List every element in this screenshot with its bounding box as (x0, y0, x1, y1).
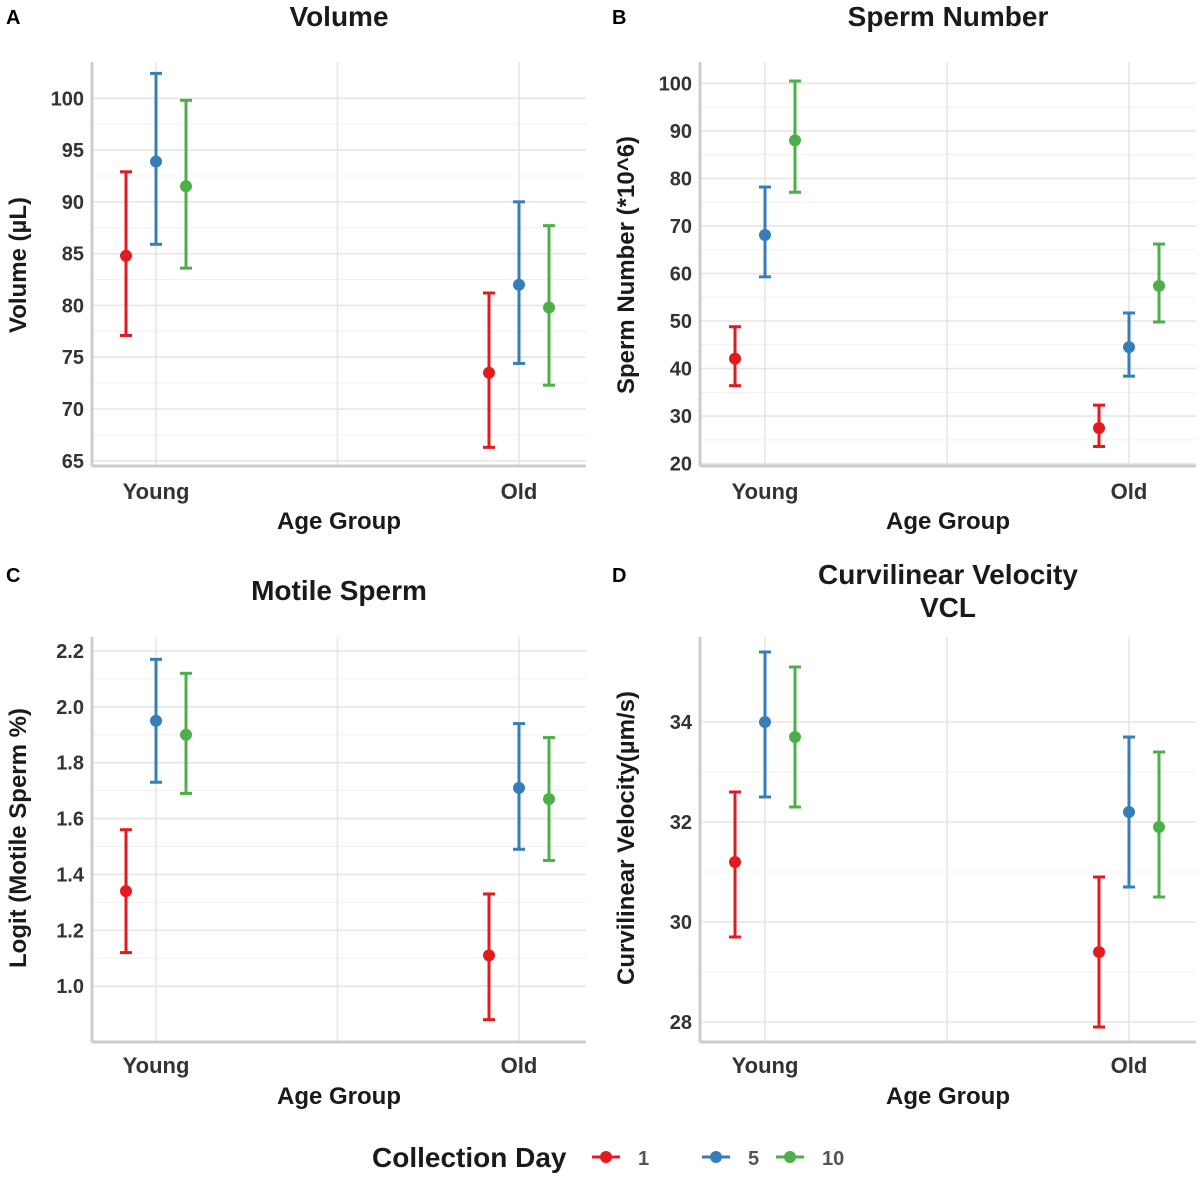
point-series-5-young (150, 155, 162, 168)
point-series-10-young (180, 728, 192, 741)
x-tick-label: Old (1111, 479, 1148, 504)
y-tick-label: 75 (62, 347, 84, 369)
point-series-10-old (543, 793, 555, 805)
y-axis-title: Volume (µL) (5, 197, 32, 333)
y-tick-label: 95 (62, 140, 84, 162)
point-series-10-old (1153, 821, 1165, 833)
point-series-1-old (1093, 421, 1105, 434)
legend-title: Collection Day (372, 1142, 567, 1173)
x-tick-label: Old (1111, 1053, 1148, 1078)
legend-label: 10 (822, 1148, 844, 1170)
plot-title: Curvilinear Velocity VCL (818, 559, 1078, 623)
legend-key-point (710, 1151, 722, 1163)
x-tick-label: Young (732, 1053, 799, 1078)
y-axis-title: Curvilinear Velocity(µm/s) (613, 691, 640, 985)
y-tick-label: 1.2 (56, 920, 84, 942)
point-series-10-young (180, 180, 192, 193)
y-tick-label: 28 (670, 1012, 692, 1034)
legend-key-point (600, 1151, 612, 1163)
plot-title: Sperm Number (848, 1, 1049, 32)
plot-title: Motile Sperm (251, 575, 427, 606)
plot-title: Volume (289, 1, 388, 32)
y-tick-label: 50 (670, 311, 692, 333)
y-axis-title: Sperm Number (*10^6) (613, 136, 640, 394)
y-tick-label: 100 (51, 88, 84, 110)
point-series-5-young (150, 714, 162, 727)
point-series-5-old (513, 781, 525, 794)
point-series-10-old (543, 301, 555, 314)
y-tick-label: 1.0 (56, 976, 84, 998)
legend-label: 1 (638, 1148, 649, 1170)
x-tick-label: Young (123, 479, 190, 504)
y-tick-label: 80 (62, 295, 84, 317)
y-tick-label: 90 (670, 121, 692, 143)
panel-letter: A (6, 7, 20, 29)
point-series-1-young (729, 352, 741, 365)
panel-letter: D (612, 565, 626, 587)
x-tick-label: Young (123, 1053, 190, 1078)
y-tick-label: 60 (670, 264, 692, 286)
point-series-1-old (1093, 946, 1105, 958)
y-tick-label: 20 (670, 454, 692, 476)
panel-letter: B (612, 7, 626, 29)
x-tick-label: Old (501, 1053, 538, 1078)
x-axis-title: Age Group (277, 1083, 401, 1110)
point-series-5-old (1123, 341, 1135, 354)
panel-letter: C (6, 565, 20, 587)
point-series-1-old (483, 366, 495, 379)
y-tick-label: 30 (670, 912, 692, 934)
y-tick-label: 40 (670, 359, 692, 381)
panel-d: D Curvilinear Velocity VCL 28 30 32 34 Young Old… (612, 559, 1196, 1110)
x-tick-label: Young (732, 479, 799, 504)
y-axis-title: Logit (Motile Sperm %) (5, 708, 32, 968)
y-tick-label: 32 (670, 812, 692, 834)
y-tick-label: 1.6 (56, 809, 84, 831)
panel-b: B Sperm Number 20 30 40 50 60 70 80 90 100 Young Old… (612, 1, 1196, 535)
point-series-5-old (513, 278, 525, 291)
point-series-10-young (789, 134, 801, 147)
y-tick-label: 65 (62, 451, 84, 473)
x-axis-title: Age Group (277, 508, 401, 535)
y-tick-label: 70 (670, 216, 692, 238)
point-series-1-young (120, 885, 132, 898)
legend: Collection Day 1 5 10 (372, 1142, 844, 1173)
x-axis-title: Age Group (886, 1083, 1010, 1110)
x-tick-label: Old (501, 479, 538, 504)
point-series-1-young (120, 249, 132, 262)
y-tick-label: 80 (670, 168, 692, 190)
point-series-5-young (759, 716, 771, 728)
y-tick-label: 100 (659, 73, 692, 95)
y-tick-label: 30 (670, 406, 692, 428)
panel-a: A Volume 65 70 75 80 85 90 95 100 Young Old Age Grou… (5, 1, 586, 535)
point-series-5-young (759, 229, 771, 242)
y-tick-label: 90 (62, 192, 84, 214)
y-tick-label: 1.4 (56, 864, 85, 886)
point-series-1-old (483, 949, 495, 962)
y-tick-label: 70 (62, 399, 84, 421)
y-tick-label: 85 (62, 244, 84, 266)
x-axis-title: Age Group (886, 508, 1010, 535)
point-series-10-young (789, 731, 801, 743)
panel-c: C Motile Sperm 1.0 1.2 1.4 1.6 1.8 2.0 2.2 Young O… (5, 565, 586, 1110)
y-tick-label: 34 (670, 712, 693, 734)
legend-label: 5 (748, 1148, 759, 1170)
y-tick-label: 2.0 (56, 697, 84, 719)
point-series-5-old (1123, 806, 1135, 818)
y-tick-label: 1.8 (56, 753, 84, 775)
y-tick-label: 2.2 (56, 641, 84, 663)
point-series-1-young (729, 856, 741, 868)
point-series-10-old (1153, 279, 1165, 292)
legend-key-point (784, 1151, 796, 1163)
